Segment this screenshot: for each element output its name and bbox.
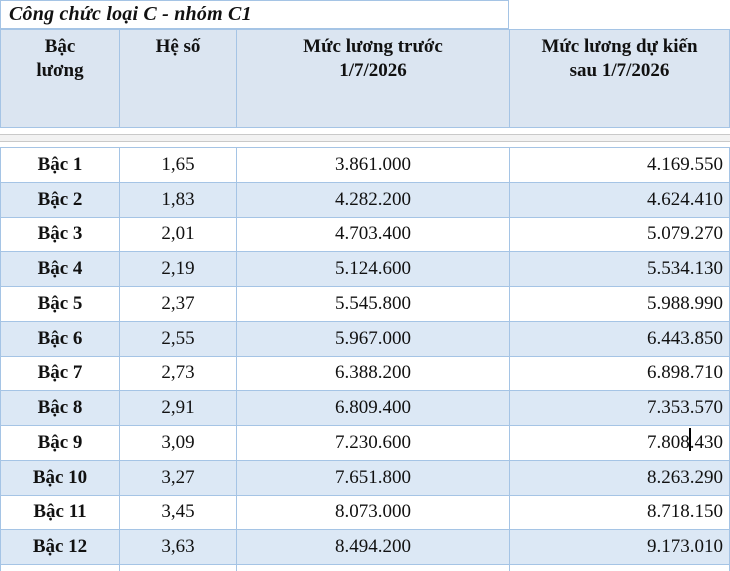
salary-before-cell[interactable]: 6.809.400 (236, 391, 509, 425)
level-cell[interactable]: Bậc 12 (32, 536, 88, 558)
salary-after-cell[interactable]: 5.534.130 (509, 252, 729, 286)
salary-after-cell[interactable]: 8.263.290 (509, 460, 729, 495)
level-cell[interactable]: Bậc 5 (37, 292, 83, 314)
salary-before-cell[interactable]: 4.282.200 (236, 182, 509, 217)
table-row-partial (1, 565, 729, 571)
salary-before-cell[interactable]: 5.545.800 (236, 287, 509, 321)
table-row: Bậc 10 3,27 7.651.800 8.263.290 (1, 460, 729, 496)
salary-after-cell[interactable]: 5.079.270 (509, 217, 729, 252)
salary-before-cell[interactable]: 7.230.600 (236, 426, 509, 460)
header-salary-after: Mức lương dự kiến sau 1/7/2026 (509, 30, 729, 127)
coefficient-cell[interactable]: 2,01 (119, 217, 236, 252)
salary-table: Bậc 1 1,65 3.861.000 4.169.550 Bậc 2 1,8… (0, 147, 730, 571)
level-cell[interactable]: Bậc 6 (37, 327, 83, 349)
table-split-seam (0, 134, 730, 142)
table-row: Bậc 3 2,01 4.703.400 5.079.270 (1, 217, 729, 253)
salary-before-cell[interactable]: 6.388.200 (236, 356, 509, 391)
coefficient-cell[interactable]: 3,63 (119, 530, 236, 564)
salary-before-cell[interactable]: 4.703.400 (236, 217, 509, 252)
coefficient-cell[interactable]: 2,19 (119, 252, 236, 286)
salary-after-cell[interactable]: 6.898.710 (509, 356, 729, 391)
salary-after-cell[interactable]: 7.808.430 (509, 426, 729, 460)
table-title[interactable]: Công chức loại C - nhóm C1 (0, 0, 509, 29)
salary-after-cell[interactable]: 4.624.410 (509, 182, 729, 217)
title-empty-cell (508, 0, 729, 29)
salary-before-cell[interactable]: 7.651.800 (236, 460, 509, 495)
salary-before-cell[interactable]: 8.494.200 (236, 530, 509, 564)
title-row: Công chức loại C - nhóm C1 (0, 0, 730, 29)
salary-before-cell[interactable]: 8.073.000 (236, 495, 509, 530)
coefficient-cell[interactable]: 2,91 (119, 391, 236, 425)
level-cell[interactable]: Bậc 4 (37, 258, 83, 280)
salary-after-cell[interactable]: 4.169.550 (509, 148, 729, 182)
salary-before-cell[interactable]: 5.124.600 (236, 252, 509, 286)
coefficient-cell[interactable]: 2,55 (119, 321, 236, 356)
table-row: Bậc 12 3,63 8.494.200 9.173.010 (1, 530, 729, 565)
table-row: Bậc 11 3,45 8.073.000 8.718.150 (1, 495, 729, 531)
salary-before-cell[interactable]: 3.861.000 (236, 148, 509, 182)
coefficient-cell[interactable]: 2,37 (119, 287, 236, 321)
level-cell[interactable]: Bậc 11 (33, 501, 87, 523)
salary-before-cell[interactable]: 5.967.000 (236, 321, 509, 356)
coefficient-cell (119, 565, 236, 571)
salary-after-cell[interactable]: 7.353.570 (509, 391, 729, 425)
level-cell (1, 565, 119, 571)
level-cell[interactable]: Bậc 9 (37, 431, 83, 453)
salary-before-cell (236, 565, 509, 571)
table-row: Bậc 5 2,37 5.545.800 5.988.990 (1, 287, 729, 322)
table-row: Bậc 9 3,09 7.230.600 7.808.430 (1, 426, 729, 461)
level-cell[interactable]: Bậc 10 (32, 466, 88, 488)
coefficient-cell[interactable]: 1,65 (119, 148, 236, 182)
salary-after-cell[interactable]: 9.173.010 (509, 530, 729, 564)
level-cell[interactable]: Bậc 2 (37, 188, 83, 210)
coefficient-cell[interactable]: 3,09 (119, 426, 236, 460)
table-row: Bậc 6 2,55 5.967.000 6.443.850 (1, 321, 729, 357)
level-cell[interactable]: Bậc 8 (37, 397, 83, 419)
coefficient-cell[interactable]: 3,27 (119, 460, 236, 495)
table-row: Bậc 8 2,91 6.809.400 7.353.570 (1, 391, 729, 426)
level-cell[interactable]: Bậc 1 (37, 153, 83, 175)
table-row: Bậc 2 1,83 4.282.200 4.624.410 (1, 182, 729, 218)
table-row: Bậc 7 2,73 6.388.200 6.898.710 (1, 356, 729, 392)
salary-after-cell (509, 565, 729, 571)
coefficient-cell[interactable]: 2,73 (119, 356, 236, 391)
table-row: Bậc 4 2,19 5.124.600 5.534.130 (1, 252, 729, 287)
coefficient-cell[interactable]: 3,45 (119, 495, 236, 530)
level-cell[interactable]: Bậc 7 (37, 362, 83, 384)
header-coefficient: Hệ số (119, 30, 236, 127)
header-salary-before: Mức lương trước 1/7/2026 (236, 30, 509, 127)
salary-after-cell[interactable]: 6.443.850 (509, 321, 729, 356)
table-header-row: Bậc lương Hệ số Mức lương trước 1/7/2026… (0, 29, 730, 128)
salary-after-cell[interactable]: 5.988.990 (509, 287, 729, 321)
level-cell[interactable]: Bậc 3 (37, 223, 83, 245)
salary-after-cell[interactable]: 8.718.150 (509, 495, 729, 530)
table-row: Bậc 1 1,65 3.861.000 4.169.550 (1, 148, 729, 183)
coefficient-cell[interactable]: 1,83 (119, 182, 236, 217)
text-cursor (689, 428, 691, 451)
header-salary-level: Bậc lương (36, 36, 84, 82)
